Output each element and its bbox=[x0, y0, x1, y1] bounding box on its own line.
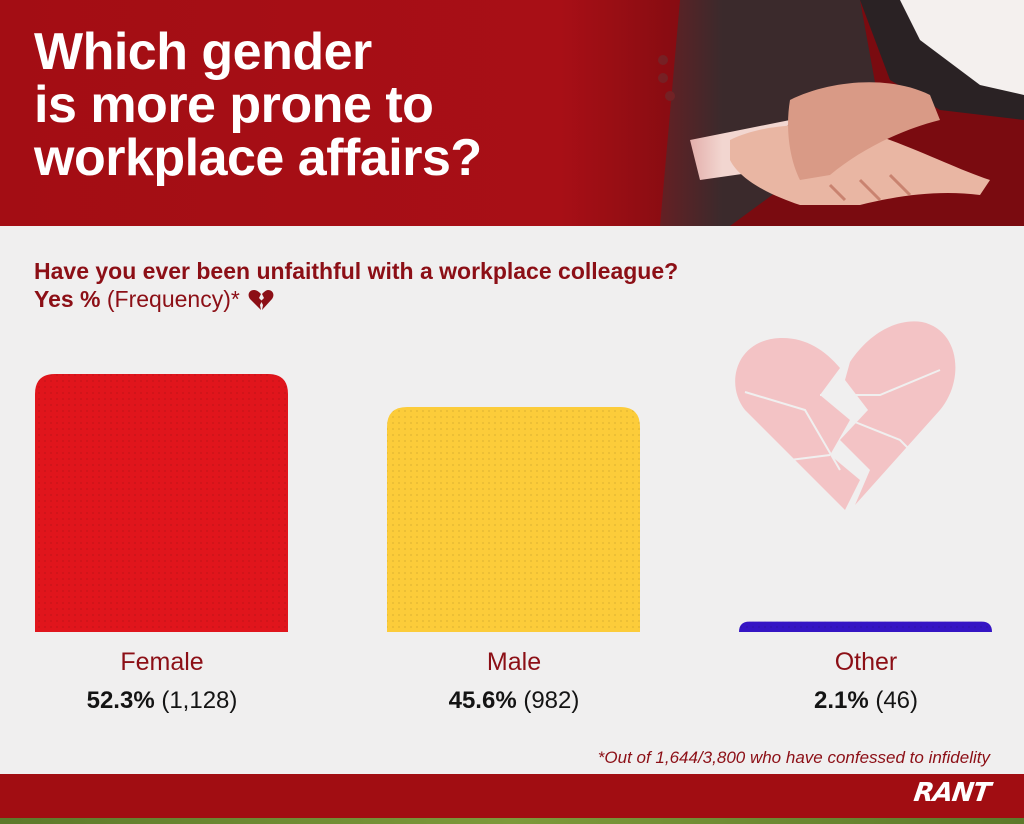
footer-strip bbox=[0, 818, 1024, 824]
handshake-photo bbox=[560, 0, 1024, 226]
bar-texture bbox=[739, 621, 992, 632]
category-label: Female bbox=[120, 648, 204, 676]
value-label: 45.6% (982) bbox=[384, 687, 644, 715]
value-label: 2.1% (46) bbox=[736, 687, 996, 715]
title-line: workplace affairs? bbox=[34, 129, 482, 187]
subtitle-frequency: (Frequency)* bbox=[106, 286, 240, 312]
broken-heart-icon bbox=[735, 321, 956, 510]
footnote: *Out of 1,644/3,800 who have confessed t… bbox=[597, 748, 990, 767]
header-banner: Which gender is more prone to workplace … bbox=[0, 0, 1024, 226]
footer-bar: RANT bbox=[0, 774, 1024, 818]
broken-heart-icon bbox=[248, 290, 274, 310]
value-label: 52.3% (1,128) bbox=[32, 687, 292, 715]
page-title: Which gender is more prone to workplace … bbox=[34, 26, 594, 185]
value-percent: 45.6% bbox=[448, 687, 517, 714]
value-percent: 52.3% bbox=[86, 687, 155, 714]
chart-subtitle: Yes % (Frequency)* bbox=[34, 286, 274, 313]
value-frequency: (982) bbox=[523, 687, 580, 714]
category-label: Male bbox=[486, 648, 542, 676]
bar-texture bbox=[35, 374, 288, 632]
value-frequency: (1,128) bbox=[161, 687, 238, 714]
category-label: Other bbox=[834, 648, 898, 676]
brand-logo: RANT bbox=[912, 778, 993, 808]
chart-question: Have you ever been unfaithful with a wor… bbox=[34, 258, 679, 284]
title-line: is more prone to bbox=[34, 76, 434, 134]
subtitle-yes: Yes % bbox=[34, 286, 101, 312]
value-frequency: (46) bbox=[875, 687, 919, 714]
value-percent: 2.1% bbox=[813, 687, 869, 714]
bar-texture bbox=[387, 407, 640, 632]
title-line: Which gender bbox=[34, 23, 372, 81]
